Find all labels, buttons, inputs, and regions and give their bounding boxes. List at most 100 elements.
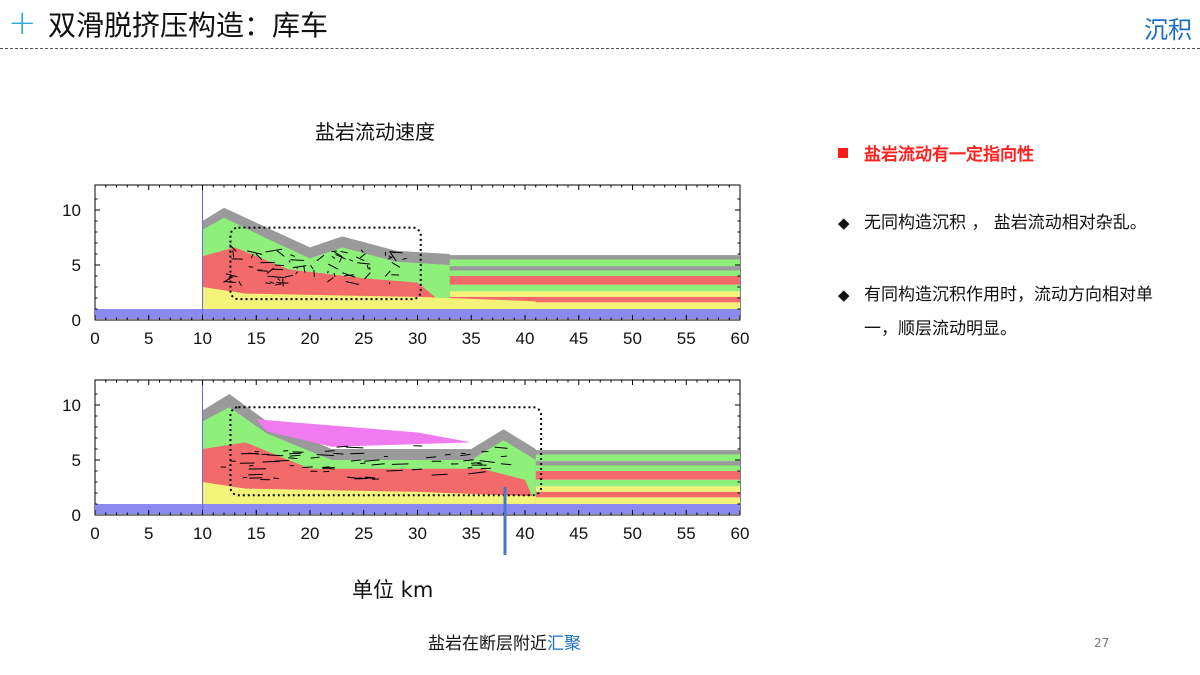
velocity-vector (479, 460, 495, 464)
sediment-layer (202, 255, 740, 260)
bullet-text-2: 有同构造沉积作用时，流动方向相对单一，顺层流动明显。 (864, 285, 1153, 339)
x-tick-label: 20 (301, 524, 320, 543)
velocity-vector (282, 278, 284, 287)
x-tick-label: 30 (408, 524, 427, 543)
velocity-vector (333, 251, 343, 257)
velocity-vector (460, 453, 471, 457)
velocity-vector (386, 469, 403, 472)
red-square-icon (838, 147, 848, 158)
velocity-vector (225, 273, 238, 278)
x-tick-label: 35 (462, 524, 481, 543)
velocity-vector (289, 454, 301, 457)
model-panel-no-syn-deposition: 0 5 10 15 20 25 30 35 40 45 50 55 60 0 5 10 (62, 184, 750, 348)
bullet-item-2: ◆ 有同构造沉积作用时，流动方向相对单一，顺层流动明显。 (838, 278, 1158, 346)
velocity-vector (269, 281, 275, 284)
velocity-vector (342, 272, 356, 278)
velocity-vector (303, 265, 306, 273)
velocity-vector (351, 459, 362, 462)
velocity-vector (327, 270, 329, 274)
velocity-vector (289, 452, 302, 455)
velocity-vector (238, 281, 242, 287)
velocity-vector (364, 272, 371, 280)
velocity-vector (463, 459, 474, 462)
convergence-note: 盐岩在断层附近汇聚 (428, 629, 581, 654)
y-tick-label: 10 (62, 396, 81, 415)
velocity-vector (368, 266, 371, 270)
x-tick-label: 15 (247, 329, 266, 348)
sediment-layer (202, 266, 740, 271)
velocity-vector (290, 259, 305, 261)
velocity-vector (371, 463, 385, 466)
sediment-layer (202, 291, 740, 297)
basement-layer (95, 504, 740, 514)
velocity-vector (277, 277, 281, 282)
velocity-vector (391, 261, 401, 268)
diamond-icon: ◆ (838, 286, 850, 304)
y-tick-label: 0 (72, 311, 81, 330)
y-tick-label: 5 (72, 451, 81, 470)
velocity-vector (324, 450, 335, 452)
basal-yellow (202, 287, 536, 309)
x-tick-label: 55 (677, 524, 696, 543)
syn-deposition-layer (256, 419, 472, 447)
velocity-vector (316, 254, 325, 262)
x-tick-label: 45 (569, 329, 588, 348)
velocity-vector (364, 459, 380, 462)
x-tick-label: 25 (354, 329, 373, 348)
velocity-vector (223, 275, 234, 283)
velocity-vector (310, 264, 314, 270)
velocity-vector (276, 250, 285, 257)
x-tick-label: 5 (144, 524, 153, 543)
velocity-vector (360, 462, 366, 465)
x-tick-label: 5 (144, 329, 153, 348)
velocity-vector (274, 264, 285, 267)
x-tick-label: 60 (731, 329, 750, 348)
velocity-vector (232, 250, 235, 258)
velocity-vector (333, 452, 344, 455)
velocity-vector (313, 269, 315, 277)
velocity-vector (350, 452, 365, 455)
velocity-vector (295, 271, 298, 275)
slide-title: 双滑脱挤压构造：库车 (48, 9, 329, 42)
velocity-vector (267, 454, 284, 457)
note-highlight: 汇聚 (547, 634, 581, 654)
velocity-vector (275, 283, 282, 286)
velocity-vector (345, 446, 364, 449)
velocity-vector (327, 277, 334, 283)
velocity-vector (391, 463, 409, 465)
sediment-layer (202, 276, 740, 285)
plus-icon: + (8, 3, 37, 43)
x-tick-label: 60 (731, 524, 750, 543)
velocity-vector (390, 251, 403, 254)
velocity-vector (248, 266, 254, 268)
velocity-vector (310, 456, 320, 459)
key-point-heading: 盐岩流动有一定指向性 (838, 140, 1034, 165)
y-tick-label: 5 (72, 256, 81, 275)
x-tick-label: 10 (193, 329, 212, 348)
velocity-vector (290, 254, 296, 257)
basement-layer (95, 309, 740, 319)
velocity-vector (500, 463, 512, 466)
section-label: 沉积 (1144, 16, 1192, 44)
velocity-vector (468, 471, 486, 475)
velocity-vector (294, 266, 299, 269)
velocity-vector (284, 274, 294, 278)
velocity-vector (262, 460, 280, 463)
note-text: 盐岩在断层附近 (428, 634, 547, 654)
velocity-vector (265, 248, 283, 253)
x-tick-label: 40 (516, 329, 535, 348)
velocity-vector (431, 473, 448, 476)
velocity-vector (425, 456, 437, 459)
velocity-vector (248, 452, 260, 455)
velocity-vector (265, 282, 271, 285)
velocity-vector (355, 256, 365, 262)
x-tick-label: 10 (193, 524, 212, 543)
velocity-vector (360, 249, 364, 253)
velocity-vector (331, 255, 336, 259)
x-tick-label: 50 (623, 524, 642, 543)
velocity-vector (340, 250, 348, 254)
x-tick-label: 20 (301, 329, 320, 348)
velocity-vector (247, 250, 263, 255)
velocity-vector (327, 263, 339, 270)
